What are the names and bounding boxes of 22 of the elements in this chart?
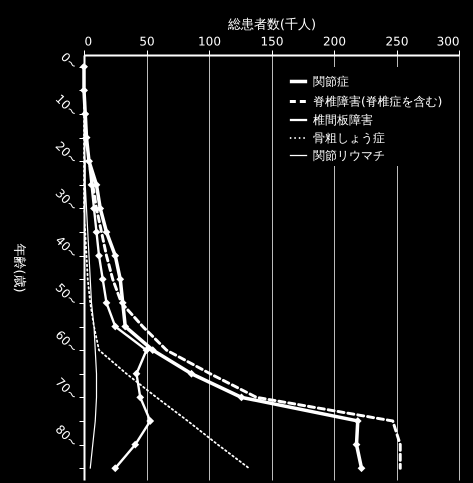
y-tick-label: 50~ (52, 280, 80, 308)
x-tick-label: 0 (84, 34, 92, 48)
x-tick-label: 100 (198, 34, 221, 48)
y-tick-label: 10~ (52, 92, 80, 120)
legend-label: 関節症 (313, 74, 349, 88)
x-tick-label: 300 (436, 34, 460, 48)
y-tick-label: 80~ (52, 422, 80, 450)
legend-label: 骨粗しょう症 (313, 131, 385, 145)
x-tick-label: 50 (139, 34, 155, 48)
y-tick-label: 40~ (52, 233, 80, 262)
y-tick-label: 60~ (52, 328, 80, 356)
legend-label: 関節リウマチ (313, 148, 385, 162)
y-tick-label: 30~ (52, 186, 80, 214)
y-tick-label: 20~ (52, 138, 80, 167)
legend-label: 脊椎障害(脊椎症を含む) (313, 94, 442, 108)
x-axis-title: 総患者数(千人) (226, 18, 316, 32)
legend-label: 椎間板障害 (313, 113, 373, 127)
y-axis-title: 年齢(歳) (12, 243, 26, 293)
x-tick-label: 150 (260, 34, 284, 48)
x-tick-label: 250 (386, 34, 408, 48)
y-tick-label: 0~ (58, 50, 80, 72)
x-tick-label: 200 (323, 34, 346, 48)
